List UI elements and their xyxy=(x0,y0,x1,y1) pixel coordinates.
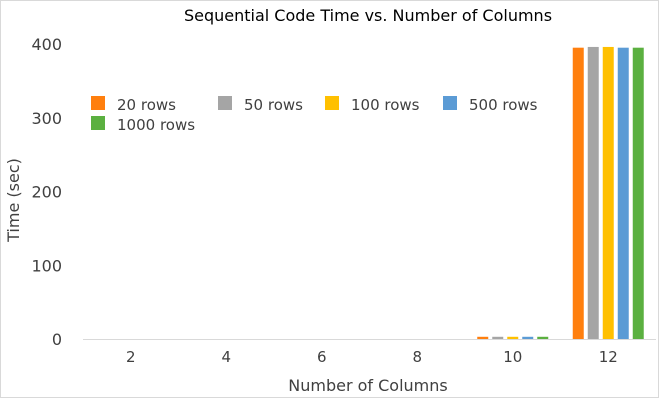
bar xyxy=(617,47,629,339)
y-tick-label: 100 xyxy=(31,256,62,275)
x-axis-label: Number of Columns xyxy=(288,376,447,395)
y-axis-label: Time (sec) xyxy=(4,158,23,243)
legend-label: 20 rows xyxy=(117,96,176,114)
legend-label: 500 rows xyxy=(469,96,538,114)
bars xyxy=(477,46,644,339)
x-axis-ticks: 2 4 6 8 10 12 xyxy=(126,348,618,366)
bar xyxy=(572,47,584,339)
legend-swatch xyxy=(91,96,105,110)
legend: 20 rows 50 rows 100 rows 500 rows 1000 rows xyxy=(91,96,538,134)
x-tick-label: 4 xyxy=(221,348,231,366)
bar xyxy=(587,46,599,339)
legend-swatch xyxy=(325,96,339,110)
x-tick-label: 10 xyxy=(503,348,522,366)
x-tick-label: 6 xyxy=(317,348,327,366)
legend-label: 50 rows xyxy=(244,96,303,114)
y-tick-label: 0 xyxy=(52,330,62,349)
bar xyxy=(537,336,549,339)
bar xyxy=(632,47,644,339)
legend-swatch xyxy=(218,96,232,110)
y-tick-label: 200 xyxy=(31,183,62,202)
bar xyxy=(492,336,504,339)
bar xyxy=(507,336,519,339)
y-tick-label: 400 xyxy=(31,35,62,54)
legend-label: 1000 rows xyxy=(117,116,195,134)
chart-title: Sequential Code Time vs. Number of Colum… xyxy=(184,6,552,25)
x-tick-label: 2 xyxy=(126,348,136,366)
y-tick-label: 300 xyxy=(31,109,62,128)
x-tick-label: 8 xyxy=(412,348,422,366)
bar xyxy=(602,46,614,339)
legend-label: 100 rows xyxy=(351,96,420,114)
y-axis-ticks: 0 100 200 300 400 xyxy=(31,35,62,349)
legend-swatch xyxy=(91,116,105,130)
x-tick-label: 12 xyxy=(599,348,618,366)
legend-swatch xyxy=(443,96,457,110)
bar xyxy=(522,336,534,339)
bar xyxy=(477,336,489,339)
